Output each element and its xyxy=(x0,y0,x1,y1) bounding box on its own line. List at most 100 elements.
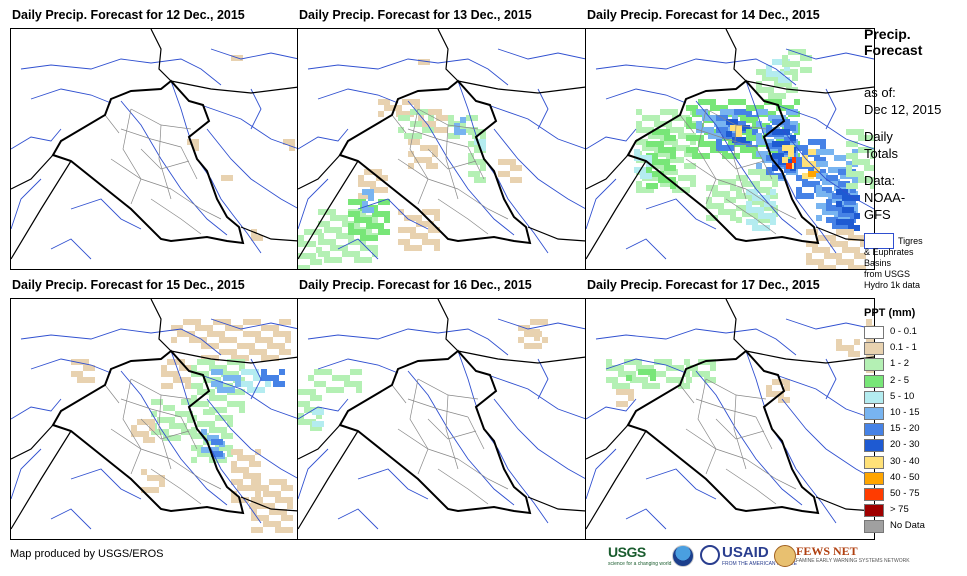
precip-cell xyxy=(221,175,227,181)
precip-cell xyxy=(778,119,784,125)
precip-cell xyxy=(177,325,183,331)
precip-cell xyxy=(504,159,510,165)
precip-cell xyxy=(636,121,642,127)
precip-cell xyxy=(542,319,548,325)
precip-cell xyxy=(211,439,217,445)
precip-cell xyxy=(384,99,390,105)
river-line xyxy=(645,198,717,230)
precip-cell xyxy=(764,225,770,231)
precip-cell xyxy=(778,397,784,403)
precip-cell xyxy=(201,447,207,453)
country-line xyxy=(150,29,172,82)
precip-cell xyxy=(796,145,802,151)
precip-cell xyxy=(826,205,832,211)
province-line xyxy=(679,384,695,404)
precip-cell xyxy=(410,121,416,127)
precip-cell xyxy=(766,65,772,71)
ppt-class-label: 1 - 2 xyxy=(890,358,910,370)
precip-cell xyxy=(207,325,213,331)
precip-cell xyxy=(652,171,658,177)
precip-cell xyxy=(852,183,858,189)
precip-cell xyxy=(742,211,748,217)
precip-cell xyxy=(646,183,652,189)
precip-cell xyxy=(848,265,854,269)
precip-cell xyxy=(768,87,774,93)
precip-cell xyxy=(646,165,652,171)
precip-cell xyxy=(332,387,338,393)
precip-cell xyxy=(766,205,772,211)
province-line xyxy=(104,384,120,404)
precip-cell xyxy=(636,127,642,133)
precip-cell xyxy=(428,239,434,245)
precip-cell xyxy=(378,211,384,217)
forecast-panel-15-dec: Daily Precip. Forecast for 15 Dec., 2015 xyxy=(10,278,300,542)
precip-cell xyxy=(201,325,207,331)
precip-cell xyxy=(281,515,287,521)
river-line xyxy=(210,48,299,60)
precip-cell xyxy=(255,449,261,455)
precip-cell xyxy=(816,203,822,209)
precip-cell xyxy=(516,177,522,183)
precip-cell xyxy=(442,127,448,133)
precip-cell xyxy=(416,133,422,139)
precip-cell xyxy=(760,169,766,175)
precip-cell xyxy=(249,503,255,509)
precip-cell xyxy=(225,325,231,331)
precip-cell xyxy=(203,371,209,377)
river-line xyxy=(210,318,299,330)
precip-cell xyxy=(227,401,233,407)
river-line xyxy=(825,88,837,130)
country-line xyxy=(586,160,647,260)
precip-cell xyxy=(304,401,310,407)
precip-cell xyxy=(726,127,732,133)
precip-cell xyxy=(606,377,612,383)
precip-cell xyxy=(197,421,203,427)
ppt-class-label: 30 - 40 xyxy=(890,455,920,467)
precip-cell xyxy=(420,145,426,151)
river-line xyxy=(298,448,329,500)
river-line xyxy=(11,448,42,500)
precip-cell xyxy=(732,115,738,121)
precip-cell xyxy=(298,253,304,259)
precip-cell xyxy=(808,181,814,187)
precip-cell xyxy=(77,359,83,365)
precip-cell xyxy=(718,209,724,215)
precip-cell xyxy=(784,167,790,173)
ppt-class-label: 15 - 20 xyxy=(890,423,920,435)
precip-cell xyxy=(227,359,233,365)
precip-cell xyxy=(318,251,324,257)
precip-cell xyxy=(310,229,316,235)
province-boundaries xyxy=(391,378,509,505)
precip-cell xyxy=(814,157,820,163)
precip-cell xyxy=(332,375,338,381)
forecast-panel-13-dec: Daily Precip. Forecast for 13 Dec., 2015 xyxy=(297,8,587,272)
precip-cell xyxy=(808,193,814,199)
precip-cell xyxy=(360,217,366,223)
precip-cell xyxy=(474,147,480,153)
precip-cell xyxy=(362,207,368,213)
map-svg xyxy=(586,29,874,269)
precip-cell xyxy=(510,165,516,171)
precip-cell xyxy=(800,49,806,55)
river-line xyxy=(70,198,142,230)
precip-cell xyxy=(255,461,261,467)
precip-cell xyxy=(800,55,806,61)
map-svg xyxy=(11,29,299,260)
precip-cell xyxy=(279,349,285,355)
precip-cell xyxy=(782,55,788,61)
precip-cell xyxy=(708,133,714,139)
precip-cell xyxy=(518,325,524,331)
precip-cell xyxy=(666,359,672,365)
precip-cell xyxy=(672,365,678,371)
precip-cell xyxy=(251,235,257,241)
precip-cell xyxy=(358,193,364,199)
precip-cell xyxy=(243,331,249,337)
precip-cell xyxy=(660,151,666,157)
precip-cell xyxy=(434,245,440,251)
precip-cell xyxy=(870,183,874,189)
precip-cell xyxy=(836,189,842,195)
precip-cell xyxy=(183,319,189,325)
precip-cell xyxy=(283,139,289,145)
precip-cell xyxy=(776,99,782,105)
country-line xyxy=(586,154,629,190)
